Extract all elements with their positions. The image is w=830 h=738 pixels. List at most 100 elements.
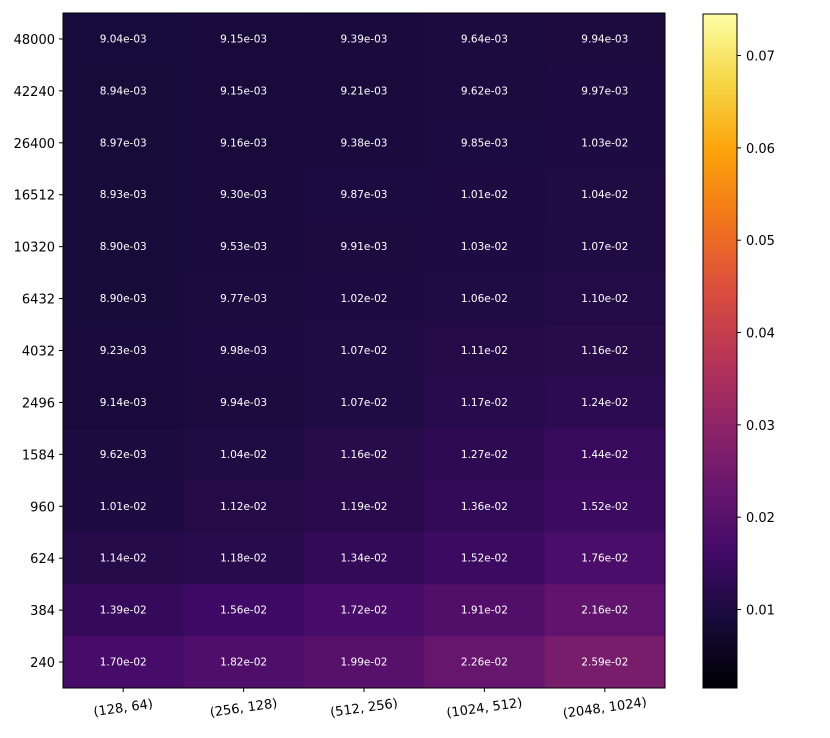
colorbar-tick-label: 0.01 bbox=[746, 604, 775, 619]
heatmap-cell bbox=[424, 272, 546, 326]
cell-value-label: 1.14e-02 bbox=[100, 553, 147, 565]
heatmap-cell bbox=[544, 324, 666, 377]
cell-value-label: 1.16e-02 bbox=[581, 345, 628, 357]
heatmap-cell bbox=[424, 220, 546, 274]
cell-value-label: 2.59e-02 bbox=[581, 657, 628, 669]
heatmap-cells bbox=[63, 13, 666, 689]
heatmap-cell bbox=[303, 584, 425, 637]
cell-value-label: 1.72e-02 bbox=[341, 605, 388, 617]
cell-value-label: 9.23e-03 bbox=[100, 345, 147, 357]
cell-value-label: 1.44e-02 bbox=[581, 449, 628, 461]
heatmap-cell bbox=[424, 13, 546, 66]
heatmap-cell bbox=[63, 532, 184, 585]
heatmap-cell bbox=[424, 324, 546, 377]
colorbar bbox=[702, 13, 738, 689]
cell-value-label: 1.18e-02 bbox=[220, 553, 267, 565]
heatmap-cell bbox=[303, 168, 425, 222]
cell-value-label: 1.03e-02 bbox=[581, 137, 628, 149]
heatmap-cell bbox=[303, 636, 425, 689]
heatmap-cell bbox=[63, 636, 184, 689]
y-tick-label: 26400 bbox=[14, 137, 55, 152]
colorbar-tick-label: 0.06 bbox=[746, 142, 775, 157]
y-tick-label: 960 bbox=[30, 500, 55, 515]
heatmap-cell bbox=[424, 64, 546, 118]
cell-value-label: 1.03e-02 bbox=[461, 241, 508, 253]
colorbar-tick-label: 0.05 bbox=[746, 234, 775, 249]
cell-value-label: 1.12e-02 bbox=[220, 501, 267, 513]
cell-value-label: 1.17e-02 bbox=[461, 397, 508, 409]
cell-value-label: 9.62e-03 bbox=[461, 85, 508, 97]
cell-value-label: 9.14e-03 bbox=[100, 397, 147, 409]
cell-value-label: 2.16e-02 bbox=[581, 605, 628, 617]
cell-value-label: 8.94e-03 bbox=[100, 85, 147, 97]
cell-value-label: 9.97e-03 bbox=[581, 85, 628, 97]
y-tick-label: 624 bbox=[30, 552, 55, 567]
cell-value-label: 9.38e-03 bbox=[341, 137, 388, 149]
heatmap-cell bbox=[183, 480, 305, 533]
cell-value-label: 1.91e-02 bbox=[461, 605, 508, 617]
heatmap-cell bbox=[303, 376, 425, 429]
heatmap-cell bbox=[424, 584, 546, 637]
colorbar-tick-label: 0.02 bbox=[746, 511, 775, 526]
cell-value-label: 9.85e-03 bbox=[461, 137, 508, 149]
y-tick-label: 240 bbox=[30, 656, 55, 671]
heatmap-cell bbox=[544, 64, 666, 118]
x-axis: (128, 64) (256, 128) (512, 256) (1024, 512)… bbox=[93, 688, 648, 722]
heatmap-cell bbox=[183, 64, 305, 118]
heatmap-cell bbox=[63, 584, 184, 637]
cell-value-label: 1.27e-02 bbox=[461, 449, 508, 461]
heatmap-cell bbox=[303, 272, 425, 326]
cell-value-label: 2.26e-02 bbox=[461, 657, 508, 669]
cell-value-label: 1.70e-02 bbox=[100, 657, 147, 669]
y-tick-label: 10320 bbox=[14, 241, 55, 256]
heatmap-cell bbox=[303, 324, 425, 377]
heatmap-cell bbox=[63, 324, 184, 377]
colorbar-tick-label: 0.07 bbox=[746, 50, 775, 65]
cell-value-label: 9.21e-03 bbox=[341, 85, 388, 97]
heatmap-cell bbox=[424, 168, 546, 222]
cell-value-label: 1.02e-02 bbox=[341, 293, 388, 305]
heatmap-cell bbox=[63, 64, 184, 118]
heatmap-cell bbox=[544, 584, 666, 637]
cell-value-label: 1.04e-02 bbox=[220, 449, 267, 461]
cell-value-label: 1.07e-02 bbox=[581, 241, 628, 253]
y-tick-label: 4032 bbox=[22, 345, 55, 360]
heatmap-cell bbox=[63, 272, 184, 326]
heatmap-cell bbox=[544, 428, 666, 481]
x-tick-label: (2048, 1024) bbox=[562, 695, 648, 722]
cell-value-label: 1.01e-02 bbox=[461, 189, 508, 201]
cell-value-label: 1.24e-02 bbox=[581, 397, 628, 409]
cell-value-label: 9.04e-03 bbox=[100, 33, 147, 45]
cell-value-label: 9.64e-03 bbox=[461, 33, 508, 45]
cell-value-label: 9.16e-03 bbox=[220, 137, 267, 149]
cell-value-label: 9.30e-03 bbox=[220, 189, 267, 201]
cell-value-label: 1.01e-02 bbox=[100, 501, 147, 513]
y-tick-label: 16512 bbox=[14, 189, 55, 204]
cell-value-label: 8.90e-03 bbox=[100, 293, 147, 305]
heatmap-cell bbox=[424, 116, 546, 170]
heatmap-cell bbox=[544, 636, 666, 689]
heatmap-cell bbox=[424, 376, 546, 429]
y-tick-label: 2496 bbox=[22, 396, 55, 411]
heatmap-cell bbox=[303, 116, 425, 170]
cell-value-label: 1.82e-02 bbox=[220, 657, 267, 669]
heatmap-cell bbox=[63, 220, 184, 274]
heatmap-cell bbox=[303, 532, 425, 585]
cell-value-label: 9.91e-03 bbox=[341, 241, 388, 253]
heatmap-cell bbox=[544, 116, 666, 170]
heatmap-cell bbox=[183, 13, 305, 66]
cell-value-label: 9.98e-03 bbox=[220, 345, 267, 357]
heatmap-cell bbox=[303, 64, 425, 118]
cell-value-label: 9.15e-03 bbox=[220, 85, 267, 97]
cell-value-label: 9.87e-03 bbox=[341, 189, 388, 201]
cell-value-label: 9.53e-03 bbox=[220, 241, 267, 253]
heatmap-cell bbox=[63, 168, 184, 222]
cell-value-label: 1.11e-02 bbox=[461, 345, 508, 357]
colorbar-axis: 0.01 0.02 0.03 0.04 0.05 0.06 0.07 bbox=[737, 50, 775, 619]
cell-value-label: 1.34e-02 bbox=[341, 553, 388, 565]
heatmap-cell bbox=[183, 376, 305, 429]
cell-value-label: 1.16e-02 bbox=[341, 449, 388, 461]
x-tick-label: (128, 64) bbox=[93, 697, 154, 720]
heatmap-cell-labels: 9.04e-03 9.15e-03 9.39e-03 9.64e-03 9.94e-03… bbox=[100, 33, 629, 668]
